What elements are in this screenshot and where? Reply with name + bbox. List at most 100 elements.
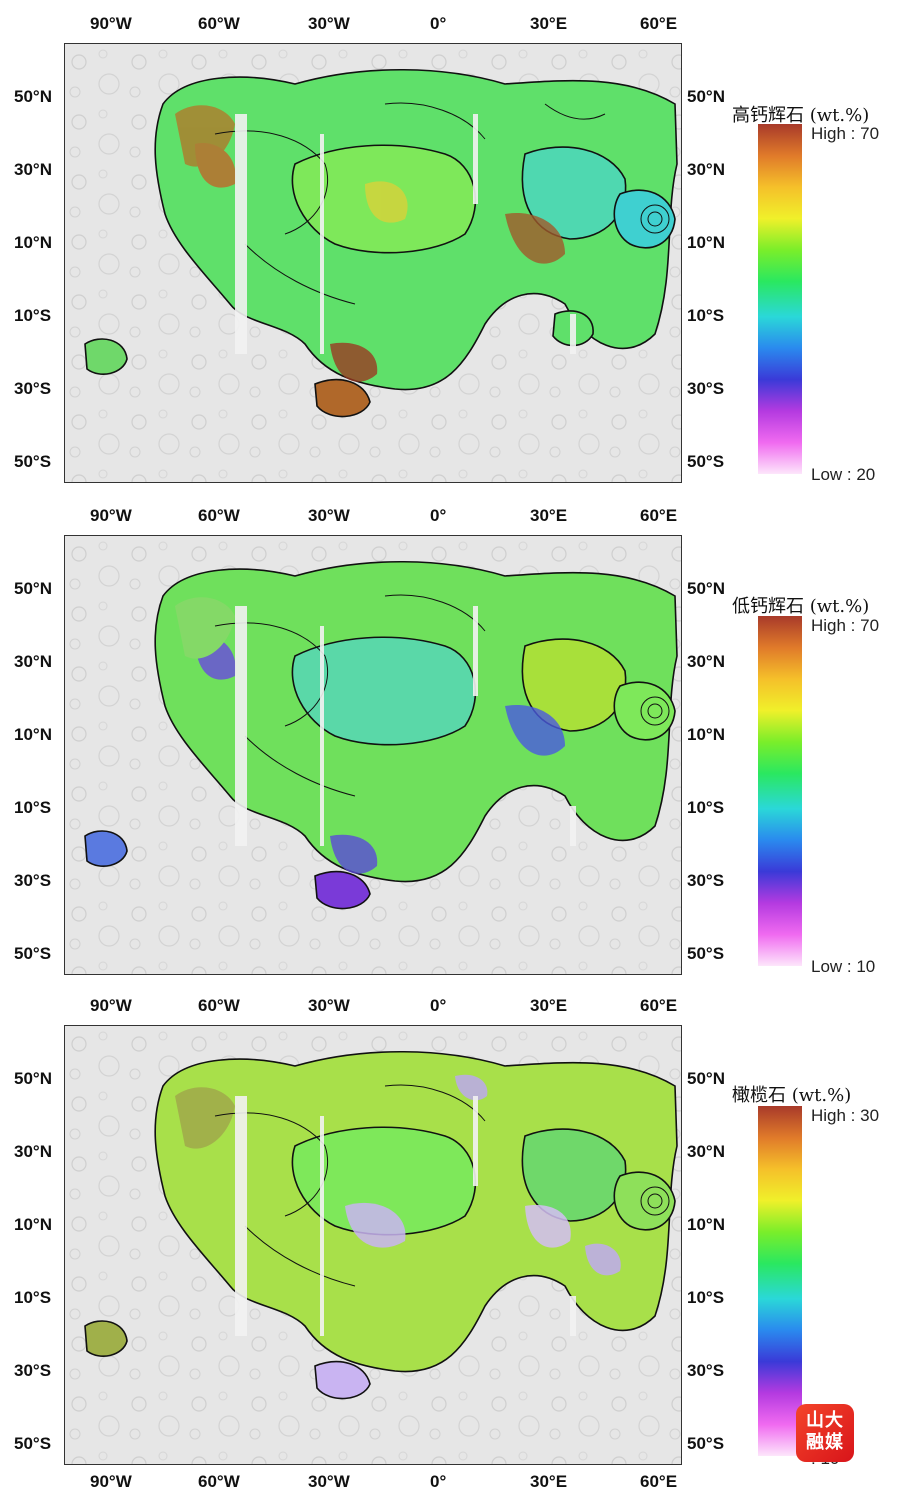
highlight-5 [365, 181, 408, 223]
lunar-nearside-map [65, 44, 681, 482]
colorbar-low-label: Low : 10 [811, 957, 876, 976]
highlight-2 [505, 705, 565, 756]
mare-crisium [613, 681, 676, 741]
lon-label-bottom: 60°W [198, 1472, 240, 1491]
lat-label-left: 30°N [14, 1142, 52, 1161]
lon-label-top: 30°W [308, 14, 350, 33]
mare-region [84, 1050, 678, 1400]
watermark-line-2: 融媒 [806, 1432, 844, 1453]
highlight-2 [525, 1205, 571, 1248]
highlight-5 [585, 1243, 621, 1276]
contour-lines [214, 594, 670, 797]
lat-label-right: 30°N [687, 1142, 725, 1161]
lat-label-left: 50°S [14, 944, 52, 963]
mare-orientale-patch [84, 338, 128, 375]
watermark-line-1: 山大 [806, 1410, 844, 1431]
lon-label-top: 90°W [90, 14, 132, 33]
map-frame [64, 1025, 682, 1465]
lon-label-top: 30°W [308, 506, 350, 525]
colorbar-low-label: Low : 20 [811, 465, 876, 484]
lat-label-left: 50°N [14, 579, 52, 598]
lat-label-right: 50°N [687, 1069, 725, 1088]
lon-label-top: 0° [430, 506, 447, 525]
lat-label-right: 50°S [687, 1434, 725, 1453]
mare-orientale-patch [84, 830, 128, 867]
lat-label-right: 10°N [687, 233, 725, 252]
lon-label-top: 60°E [640, 506, 678, 525]
compositional-highlights [175, 105, 565, 382]
lat-label-right: 50°N [687, 579, 725, 598]
mare-region [84, 68, 678, 418]
lon-label-top: 30°E [530, 14, 568, 33]
highlight-4 [175, 1087, 235, 1149]
lat-label-right: 30°N [687, 160, 725, 179]
colorbar-title: 低钙辉石 (wt.%) [732, 596, 870, 617]
lat-label-right: 10°S [687, 1288, 725, 1307]
lat-label-right: 10°S [687, 306, 725, 325]
lat-label-left: 50°N [14, 87, 52, 106]
highlight-1 [345, 1202, 406, 1248]
mare-serenitatis [521, 638, 627, 732]
lat-label-left: 30°N [14, 160, 52, 179]
compositional-highlights [175, 597, 565, 874]
lon-label-top: 60°E [640, 996, 678, 1015]
lunar-nearside-map [65, 1026, 681, 1464]
mare-humorum-patch [314, 870, 371, 910]
mare-serenitatis [521, 146, 627, 240]
lat-label-right: 10°S [687, 798, 725, 817]
lon-label-bottom: 30°W [308, 1472, 350, 1491]
lon-label-top: 0° [430, 14, 447, 33]
lat-label-left: 30°S [14, 1361, 52, 1380]
colorbar-title: 橄榄石 (wt.%) [732, 1085, 852, 1106]
compositional-highlights [175, 1074, 621, 1276]
mare-serenitatis [521, 1128, 627, 1222]
colorbar-title: 高钙辉石 (wt.%) [732, 105, 870, 126]
highlight-2 [195, 143, 236, 188]
lat-label-right: 30°S [687, 1361, 725, 1380]
lon-label-top: 30°E [530, 996, 568, 1015]
map-frame [64, 535, 682, 975]
lat-label-right: 30°S [687, 379, 725, 398]
watermark-logo: 山大 融媒 [796, 1404, 854, 1462]
colorbar-high-label: High : 70 [811, 124, 880, 143]
highlight-4 [330, 342, 378, 382]
lat-label-left: 10°S [14, 1288, 52, 1307]
lon-label-bottom: 90°W [90, 1472, 132, 1491]
lat-label-left: 50°N [14, 1069, 52, 1088]
lat-label-right: 10°N [687, 1215, 725, 1234]
mare-imbrium [291, 1126, 477, 1236]
highlight-4 [175, 597, 235, 659]
colorbar-high-label: High : 70 [811, 616, 880, 635]
lat-label-left: 30°S [14, 871, 52, 890]
map-frame [64, 43, 682, 483]
lon-label-top: 60°W [198, 506, 240, 525]
lat-label-right: 30°S [687, 871, 725, 890]
lon-label-bottom: 30°E [530, 1472, 568, 1491]
lon-label-top: 90°W [90, 506, 132, 525]
lat-label-left: 10°N [14, 1215, 52, 1234]
lon-label-top: 60°W [198, 14, 240, 33]
lat-label-left: 10°S [14, 798, 52, 817]
lat-label-left: 10°S [14, 306, 52, 325]
lat-label-left: 30°S [14, 379, 52, 398]
lat-label-left: 50°S [14, 452, 52, 471]
lat-label-left: 10°N [14, 725, 52, 744]
lon-label-top: 90°W [90, 996, 132, 1015]
swath-gaps [235, 114, 576, 354]
mare-crisium [613, 189, 676, 249]
lat-label-right: 50°N [687, 87, 725, 106]
lat-label-left: 10°N [14, 233, 52, 252]
colorbar [758, 1106, 802, 1456]
mare-humorum-patch [314, 378, 371, 418]
highlight-3 [455, 1074, 488, 1101]
mare-crisium [613, 1171, 676, 1231]
swath-gaps [235, 606, 576, 846]
lat-label-left: 50°S [14, 1434, 52, 1453]
colorbar [758, 616, 802, 966]
highlight-3 [330, 834, 378, 874]
highlight-3 [505, 213, 565, 264]
mare-region [84, 560, 678, 910]
mare-humorum-patch [314, 1360, 371, 1400]
lunar-nearside-map [65, 536, 681, 974]
lon-label-top: 30°W [308, 996, 350, 1015]
